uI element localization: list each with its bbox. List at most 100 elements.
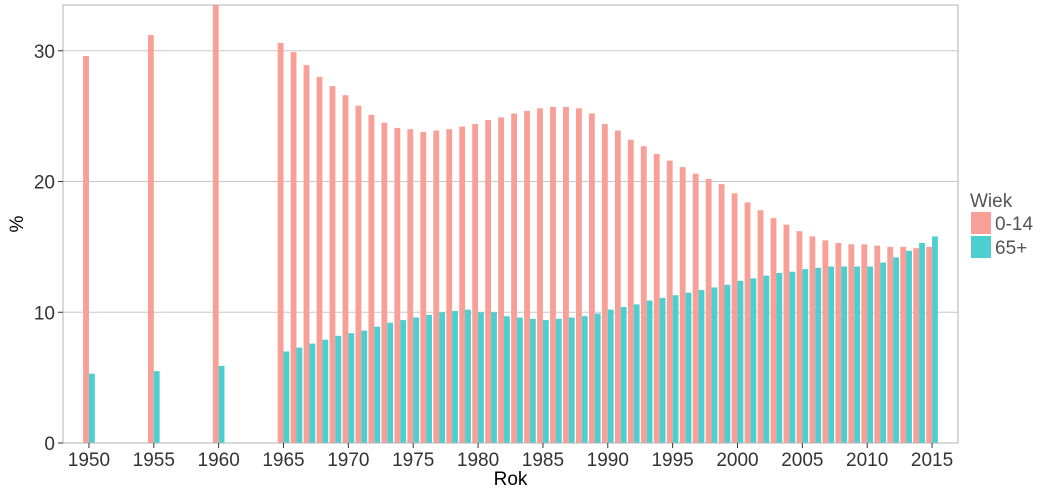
x-tick-label: 2010 (846, 450, 888, 471)
bar-65+-1969 (335, 335, 342, 443)
bar-65+-1982 (504, 316, 510, 443)
bar-65+-1972 (374, 326, 381, 443)
bar-65+-2012 (893, 257, 899, 443)
x-tick-label: 2015 (911, 450, 953, 471)
bar-0-14-1999 (718, 184, 725, 444)
bar-65+-2009 (854, 266, 861, 443)
bar-65+-2010 (867, 266, 874, 443)
bar-65+-1999 (724, 284, 731, 443)
bar-0-14-1955 (147, 35, 154, 443)
bar-0-14-2013 (900, 246, 907, 443)
legend: Wiek 0-14 65+ (970, 191, 1033, 259)
bar-65+-1990 (607, 309, 614, 443)
bar-65+-1989 (594, 313, 601, 443)
bar-65+-1984 (529, 318, 536, 443)
grid-layer (63, 50, 958, 313)
legend-swatch-0-14 (971, 212, 991, 234)
bar-0-14-1967 (303, 65, 310, 443)
bar-65+-1983 (516, 317, 523, 443)
x-tick-label: 1960 (198, 450, 240, 471)
bar-65+-1955 (153, 371, 160, 443)
bar-65+-1985 (542, 320, 549, 443)
x-tick-label: 2005 (781, 450, 823, 471)
bar-65+-1992 (633, 304, 640, 443)
bars-layer (83, 5, 938, 444)
bar-0-14-1972 (368, 114, 375, 443)
bar-0-14-1981 (485, 120, 492, 444)
bar-65+-1987 (568, 317, 575, 443)
bar-0-14-2007 (822, 240, 829, 443)
x-tick-label: 1975 (392, 450, 434, 471)
bar-65+-1979 (465, 309, 471, 443)
bar-65+-2000 (737, 280, 744, 443)
x-axis-title: Rok (494, 469, 528, 490)
legend-swatch-65+ (971, 236, 991, 258)
bar-0-14-1992 (627, 139, 634, 444)
bar-0-14-1986 (550, 106, 556, 443)
bar-65+-1973 (387, 322, 394, 443)
legend-title: Wiek (970, 191, 1013, 212)
bar-65+-2002 (763, 275, 770, 443)
x-tick-label: 1980 (457, 450, 499, 471)
legend-items: 0-14 65+ (971, 212, 1033, 259)
bar-0-14-2012 (887, 246, 894, 443)
y-tick-label: 20 (34, 173, 55, 194)
bar-65+-1960 (218, 365, 225, 443)
bar-0-14-1966 (290, 52, 297, 443)
bar-0-14-1991 (614, 130, 621, 443)
bar-0-14-1960 (212, 5, 219, 443)
bar-0-14-1984 (524, 110, 530, 443)
bar-0-14-1990 (601, 123, 608, 444)
bar-0-14-1970 (342, 95, 349, 443)
bar-65+-1997 (698, 290, 705, 443)
bar-0-14-1976 (420, 131, 427, 443)
legend-label-65+: 65+ (995, 238, 1027, 259)
y-tick-label: 0 (44, 434, 55, 455)
bar-65+-1976 (426, 314, 433, 443)
bar-65+-2008 (841, 266, 848, 443)
bar-0-14-2011 (874, 245, 881, 443)
bar-65+-2004 (789, 271, 796, 443)
x-tick-label: 2000 (716, 450, 758, 471)
bar-0-14-1971 (355, 105, 362, 444)
bar-0-14-2000 (731, 193, 738, 443)
axis-layer: 0 10 20 30 1950 1955 1960 1965 1970 1975 1980 1985 1… (34, 42, 953, 471)
bar-65+-1995 (672, 295, 679, 443)
bar-65+-1991 (620, 307, 627, 443)
bar-0-14-2002 (757, 210, 764, 443)
bar-0-14-1997 (692, 173, 699, 443)
y-tick-label: 10 (34, 303, 55, 324)
bar-0-14-1968 (316, 76, 323, 443)
bar-65+-1998 (711, 287, 718, 443)
bar-65+-2001 (750, 278, 757, 443)
bar-65+-1974 (400, 320, 407, 443)
y-tick-label: 30 (34, 42, 55, 63)
y-axis-title: % (7, 215, 28, 232)
x-tick-label: 1965 (262, 450, 304, 471)
bar-65+-2011 (880, 262, 887, 443)
bar-65+-1978 (452, 310, 458, 443)
bar-0-14-1975 (407, 129, 414, 443)
bar-0-14-1973 (381, 122, 388, 444)
x-tick-label: 1995 (651, 450, 693, 471)
bar-0-14-2009 (848, 244, 855, 443)
bar-0-14-1989 (588, 113, 595, 443)
x-tick-label: 1990 (587, 450, 629, 471)
bar-0-14-1974 (394, 127, 401, 443)
bar-0-14-1982 (498, 117, 505, 444)
bar-65+-1968 (322, 339, 329, 443)
bar-65+-2013 (906, 250, 912, 443)
bar-0-14-2001 (744, 202, 751, 443)
bar-0-14-1993 (640, 146, 647, 443)
bar-0-14-1988 (576, 108, 582, 443)
bar-0-14-1983 (511, 113, 517, 443)
bar-0-14-2010 (861, 244, 868, 443)
bar-65+-1975 (413, 317, 420, 443)
bar-65+-1966 (296, 347, 303, 443)
bar-0-14-2005 (796, 231, 803, 443)
bar-65+-1971 (361, 330, 368, 443)
bar-65+-1996 (685, 292, 692, 443)
bar-65+-2007 (828, 266, 835, 443)
